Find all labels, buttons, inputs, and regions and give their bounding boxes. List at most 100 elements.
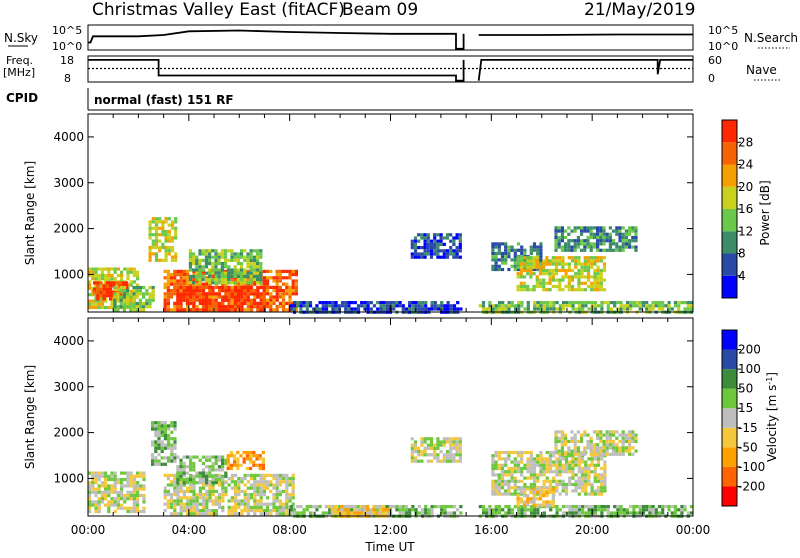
heatmap-cell — [615, 245, 619, 249]
heatmap-cell — [256, 480, 260, 484]
heatmap-cell — [205, 276, 209, 280]
heatmap-cell — [413, 456, 418, 460]
heatmap-cell — [262, 305, 266, 309]
heatmap-cell — [179, 289, 183, 293]
heatmap-cell — [599, 256, 603, 260]
heatmap-cell — [126, 267, 130, 271]
heatmap-cell — [597, 508, 601, 512]
heatmap-cell — [208, 252, 212, 256]
heatmap-cell — [382, 307, 386, 311]
heatmap-cell — [211, 486, 215, 490]
heatmap-cell — [558, 463, 562, 467]
heatmap-cell — [94, 305, 98, 310]
heatmap-cell — [516, 470, 521, 474]
heatmap-cell — [589, 229, 593, 233]
heatmap-cell — [205, 308, 209, 312]
heatmap-cell — [182, 505, 186, 509]
heatmap-cell — [245, 454, 249, 458]
heatmap-cell — [129, 280, 133, 284]
heatmap-cell — [109, 297, 113, 301]
heatmap-cell — [262, 298, 266, 302]
heatmap-cell — [93, 281, 97, 285]
heatmap-cell — [252, 258, 256, 262]
heatmap-cell — [535, 259, 539, 263]
heatmap-cell — [230, 249, 234, 253]
heatmap-cell — [398, 508, 402, 512]
heatmap-cell — [252, 278, 256, 282]
heatmap-cell — [491, 460, 495, 464]
heatmap-cell — [507, 255, 511, 259]
heatmap-cell — [116, 298, 120, 302]
heatmap-cell — [198, 295, 202, 299]
heatmap-cell — [259, 512, 263, 516]
heatmap-cell — [497, 508, 502, 512]
heatmap-cell — [516, 275, 520, 279]
heatmap-cell — [126, 277, 130, 281]
heatmap-cell — [542, 457, 546, 461]
heatmap-cell — [113, 295, 117, 299]
heatmap-cell — [107, 493, 111, 498]
heatmap-cell — [602, 242, 606, 246]
heatmap-cell — [259, 278, 263, 282]
heatmap-cell — [520, 304, 524, 308]
heatmap-cell — [163, 509, 167, 513]
heatmap-cell — [192, 262, 196, 266]
heatmap-cell — [262, 285, 266, 290]
heatmap-cell — [497, 473, 501, 477]
heatmap-cell — [603, 486, 607, 490]
heatmap-cell — [590, 486, 594, 490]
heatmap-cell — [151, 453, 155, 457]
heatmap-cell — [520, 511, 524, 515]
heatmap-cell — [602, 268, 607, 273]
heatmap-cell — [107, 509, 111, 514]
heatmap-cell — [253, 301, 257, 306]
heatmap-cell — [580, 272, 584, 276]
heatmap-cell — [285, 499, 289, 503]
heatmap-cell — [549, 508, 553, 512]
heatmap-cell — [179, 279, 183, 283]
heatmap-cell — [120, 273, 124, 278]
heatmap-cell — [376, 508, 380, 512]
heatmap-cell — [442, 459, 446, 463]
heatmap-cell — [516, 500, 520, 504]
heatmap-cell — [581, 505, 585, 509]
heatmap-cell — [145, 289, 149, 293]
heatmap-cell — [185, 471, 189, 475]
heatmap-cell — [139, 471, 143, 475]
heatmap-cell — [494, 255, 498, 259]
heatmap-cell — [176, 493, 180, 497]
heatmap-cell — [593, 473, 597, 477]
heatmap-cell — [176, 483, 180, 487]
heatmap-cell — [586, 278, 591, 282]
heatmap-cell — [252, 454, 256, 458]
heatmap-cell — [242, 457, 246, 461]
heatmap-cell — [513, 486, 517, 490]
heatmap-cell — [353, 508, 357, 512]
heatmap-cell — [100, 299, 104, 303]
heatmap-cell — [163, 427, 167, 431]
heatmap-cell — [549, 307, 553, 311]
heatmap-cell — [436, 233, 440, 237]
heatmap-cell — [426, 236, 430, 240]
heatmap-cell — [596, 460, 601, 464]
heatmap-cell — [417, 307, 421, 311]
heatmap-cell — [192, 292, 196, 296]
heatmap-cell — [173, 493, 177, 497]
heatmap-cell — [554, 443, 558, 447]
heatmap-cell — [289, 511, 293, 515]
colorbar-frame — [721, 329, 738, 507]
heatmap-cell — [510, 460, 514, 464]
heatmap-cell — [217, 477, 221, 482]
colorbar-segment — [722, 408, 737, 428]
heatmap-cell — [205, 458, 209, 462]
heatmap-cell — [192, 483, 196, 487]
heatmap-cell — [252, 271, 256, 275]
heatmap-cell — [494, 505, 498, 509]
heatmap-cell — [635, 301, 639, 305]
heatmap-cell — [583, 226, 587, 230]
heatmap-cell — [113, 503, 117, 507]
heatmap-cell — [96, 297, 100, 301]
heatmap-cell — [507, 482, 511, 487]
heatmap-cell — [533, 508, 537, 512]
heatmap-cell — [252, 463, 256, 467]
